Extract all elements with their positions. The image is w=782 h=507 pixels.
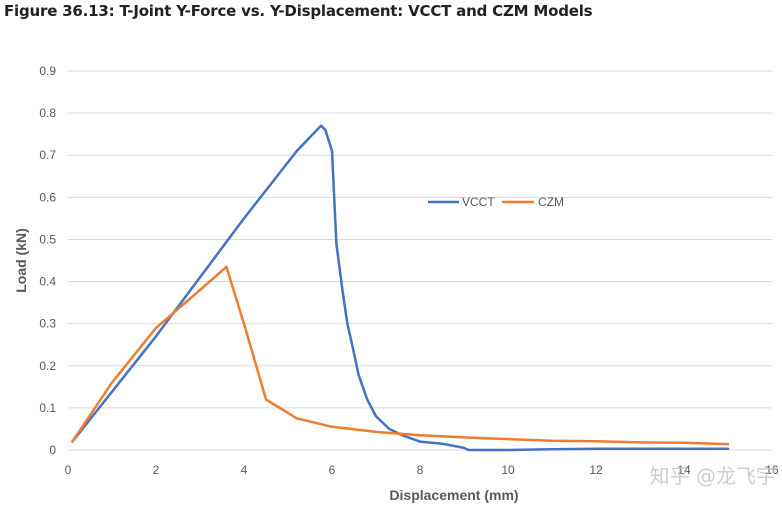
- y-tick-label: 0.6: [39, 190, 56, 204]
- x-tick-label: 10: [501, 463, 515, 477]
- legend: VCCT CZM: [428, 195, 564, 209]
- y-tick-label: 0.4: [39, 275, 56, 289]
- x-tick-label: 6: [329, 463, 336, 477]
- legend-label-vcct: VCCT: [462, 195, 495, 209]
- series-line-vcct: [71, 124, 730, 452]
- series-line-czm: [71, 265, 730, 446]
- x-tick-label: 14: [677, 463, 691, 477]
- y-axis-title: Load (kN): [13, 228, 29, 293]
- series-lines: [71, 124, 730, 452]
- x-axis-title: Displacement (mm): [389, 487, 518, 503]
- x-tick-label: 12: [589, 463, 603, 477]
- gridlines: [68, 70, 772, 409]
- watermark-text: 知乎 @龙飞宇: [649, 464, 776, 488]
- y-tick-label: 0.8: [39, 106, 56, 120]
- x-axis-ticks: 0 2 4 6 8 10 12 14 16: [65, 463, 779, 477]
- y-tick-label: 0.7: [39, 148, 56, 162]
- y-tick-label: 0.5: [39, 232, 56, 246]
- x-tick-label: 8: [417, 463, 424, 477]
- y-tick-label: 0.3: [39, 317, 56, 331]
- y-tick-label: 0.1: [39, 401, 56, 415]
- x-tick-label: 4: [241, 463, 248, 477]
- legend-label-czm: CZM: [538, 195, 564, 209]
- y-tick-label: 0.9: [39, 64, 56, 78]
- x-tick-label: 16: [765, 463, 779, 477]
- y-tick-label: 0.2: [39, 359, 56, 373]
- x-tick-label: 0: [65, 463, 72, 477]
- y-tick-label: 0: [49, 443, 56, 457]
- figure-title: Figure 36.13: T-Joint Y-Force vs. Y-Disp…: [4, 2, 593, 20]
- y-axis-ticks: 0 0.1 0.2 0.3 0.4 0.5 0.6 0.7 0.8 0.9: [39, 64, 56, 457]
- x-tick-label: 2: [153, 463, 160, 477]
